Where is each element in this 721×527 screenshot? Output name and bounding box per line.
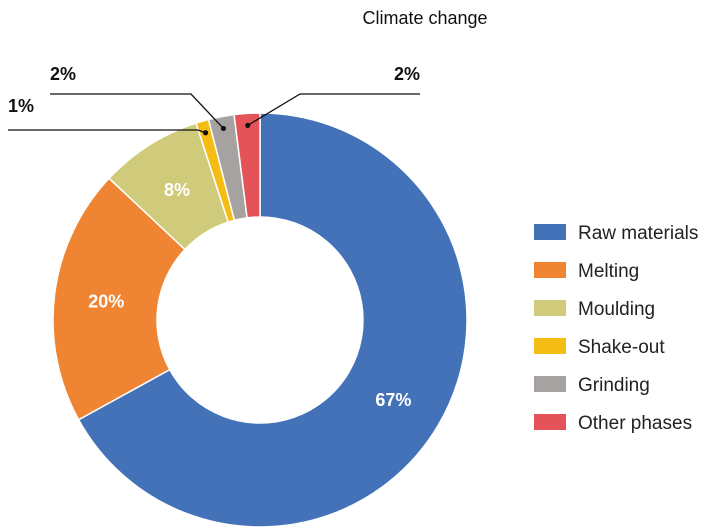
legend-label-raw-materials: Raw materials [578,223,698,244]
legend-label-melting: Melting [578,261,639,282]
label-raw-materials: 67% [375,390,411,410]
slice-other-phases [233,112,261,219]
slice-raw-materials [77,112,468,527]
slice-labels: 67% 20% 8% 1% 2% 2% [8,64,420,410]
label-other-phases: 2% [394,64,420,84]
chart-legend: Raw materials Melting Moulding Shake-out Gri… [534,223,698,434]
legend-label-other-phases: Other phases [578,413,692,434]
leader-line-other-phases [247,93,420,126]
legend-swatch-moulding [534,300,566,316]
chart-title: Climate change [362,8,487,28]
leader-line-grinding [50,93,224,129]
label-grinding: 2% [50,64,76,84]
legend-label-shake-out: Shake-out [578,337,665,358]
slice-melting [52,177,186,421]
donut-slices [52,112,468,527]
legend-swatch-other-phases [534,414,566,430]
legend-swatch-melting [534,262,566,278]
label-melting: 20% [88,292,124,312]
leader-dot-other-phases [245,122,251,128]
legend-swatch-raw-materials [534,224,566,240]
leader-dot-shake-out [202,130,209,136]
legend-label-grinding: Grinding [578,375,650,396]
legend-swatch-shake-out [534,338,566,354]
label-moulding: 8% [164,180,190,200]
leader-dot-grinding [220,125,227,132]
leader-line-shake-out [8,129,206,134]
legend-swatch-grinding [534,376,566,392]
legend-label-moulding: Moulding [578,299,655,320]
label-shake-out: 1% [8,96,34,116]
